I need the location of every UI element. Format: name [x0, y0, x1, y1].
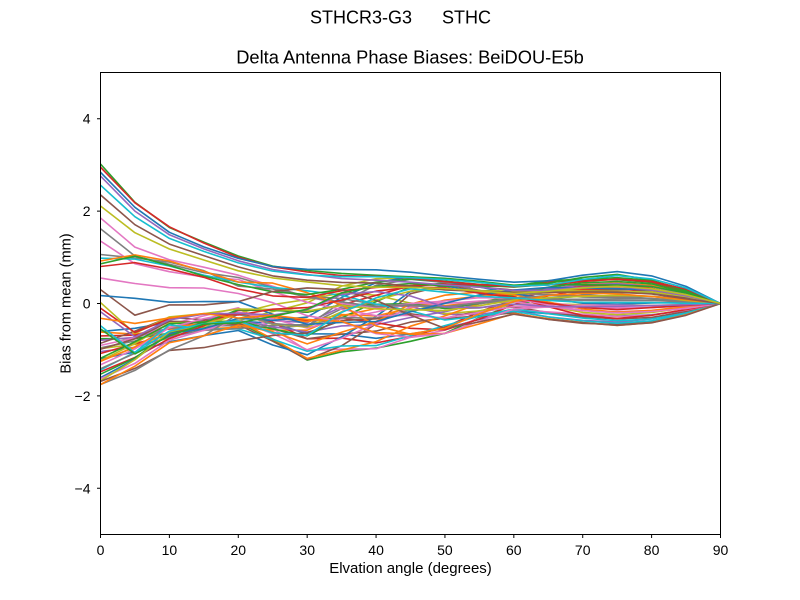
- svg-text:70: 70: [575, 542, 591, 558]
- svg-text:2: 2: [83, 203, 91, 219]
- svg-text:4: 4: [83, 111, 91, 127]
- svg-text:Delta Antenna Phase Biases: Be: Delta Antenna Phase Biases: BeiDOU-E5b: [236, 47, 584, 68]
- svg-text:Elvation angle (degrees): Elvation angle (degrees): [329, 560, 492, 577]
- svg-text:0: 0: [83, 296, 91, 312]
- svg-text:10: 10: [162, 542, 178, 558]
- svg-text:80: 80: [644, 542, 660, 558]
- svg-text:20: 20: [231, 542, 247, 558]
- svg-text:30: 30: [299, 542, 315, 558]
- svg-text:STHCR3-G3: STHCR3-G3: [310, 8, 412, 28]
- svg-text:60: 60: [506, 542, 522, 558]
- svg-text:40: 40: [368, 542, 384, 558]
- svg-text:−4: −4: [75, 480, 91, 496]
- svg-text:50: 50: [437, 542, 453, 558]
- svg-text:−2: −2: [75, 388, 91, 404]
- svg-text:90: 90: [713, 542, 729, 558]
- svg-text:Bias from mean (mm): Bias from mean (mm): [59, 233, 75, 373]
- svg-text:STHC: STHC: [442, 8, 491, 28]
- svg-text:0: 0: [97, 542, 105, 558]
